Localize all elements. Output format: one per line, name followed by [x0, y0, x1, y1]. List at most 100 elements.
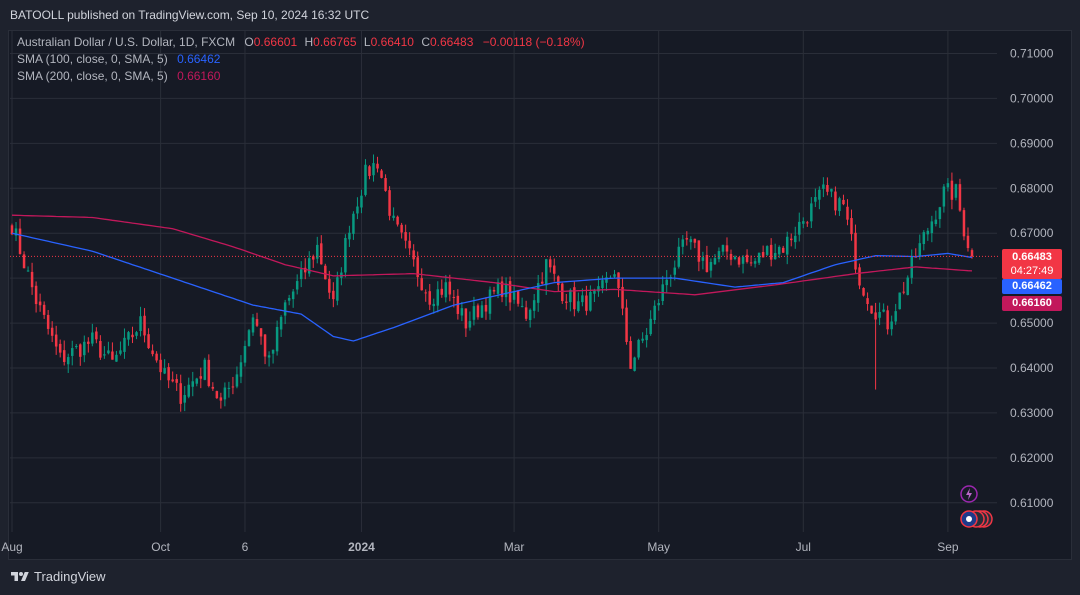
- candle-body: [22, 254, 26, 269]
- candle-body: [223, 387, 227, 400]
- candle-body: [328, 278, 331, 293]
- candle-body: [111, 351, 114, 360]
- candle-body: [275, 326, 279, 352]
- lightning-event-icon: [960, 485, 978, 503]
- candle-body: [761, 252, 765, 258]
- candle-body: [175, 379, 178, 383]
- candle-body: [211, 386, 215, 389]
- candle-body: [38, 301, 42, 306]
- candle-body: [557, 276, 560, 285]
- candle-body: [966, 235, 970, 249]
- candle-body: [18, 228, 22, 254]
- candle-body: [91, 332, 94, 344]
- candle-body: [938, 207, 942, 220]
- candle-body: [348, 232, 351, 240]
- sma100-line: [11, 232, 973, 342]
- candle-body: [14, 228, 18, 236]
- candle-body: [781, 247, 785, 253]
- sma200-row[interactable]: SMA (200, close, 0, SMA, 5) 0.66160: [17, 68, 585, 85]
- candle-body: [187, 384, 190, 397]
- candle-body: [10, 225, 14, 235]
- candle-body: [954, 184, 958, 198]
- candle-body: [637, 339, 640, 358]
- candle-body: [765, 246, 769, 255]
- candle-body: [203, 359, 207, 380]
- candle-body: [171, 379, 174, 382]
- sma100-label: SMA (100, close, 0, SMA, 5): [17, 52, 168, 66]
- candle-body: [745, 254, 749, 262]
- candle-body: [601, 280, 604, 289]
- candle-body: [299, 269, 303, 280]
- candle-body: [360, 195, 363, 208]
- candle-body: [179, 383, 182, 404]
- candle-body: [532, 300, 536, 311]
- candle-body: [500, 281, 504, 297]
- candle-body: [496, 282, 500, 294]
- candle-body: [649, 318, 652, 335]
- candle-body: [384, 178, 387, 191]
- candle-body: [589, 291, 592, 311]
- candle-body: [717, 251, 721, 260]
- y-tick-label: 0.61000: [1010, 496, 1054, 510]
- candle-body: [492, 289, 496, 292]
- candle-body: [898, 292, 901, 310]
- candle-body: [520, 305, 524, 307]
- candle-body: [757, 252, 761, 263]
- candle-body: [854, 232, 857, 270]
- x-tick-label: Oct: [151, 540, 170, 554]
- candle-body: [561, 283, 564, 302]
- candle-body: [681, 239, 685, 247]
- open-value: 0.66601: [253, 35, 298, 49]
- candle-body: [107, 350, 110, 354]
- candle-body: [958, 184, 962, 211]
- candle-body: [199, 376, 203, 379]
- tradingview-brand[interactable]: TradingView: [10, 569, 106, 584]
- candle-body: [66, 357, 70, 365]
- candle-body: [259, 328, 263, 337]
- candle-body: [605, 277, 608, 283]
- candle-body: [159, 359, 162, 373]
- candle-body: [424, 292, 427, 294]
- candle-body: [336, 277, 339, 301]
- candle-body: [581, 295, 584, 303]
- candle-body: [167, 367, 170, 381]
- y-tick-label: 0.62000: [1010, 451, 1054, 465]
- candle-body: [215, 391, 219, 399]
- candle-body: [251, 317, 255, 333]
- candle-body: [553, 265, 556, 274]
- candle-body: [163, 368, 166, 374]
- candle-body: [62, 350, 66, 362]
- y-tick-label: 0.63000: [1010, 406, 1054, 420]
- candle-body: [440, 288, 444, 295]
- candle-body: [524, 307, 528, 319]
- candle-body: [243, 346, 247, 363]
- candle-body: [324, 265, 327, 280]
- candle-body: [942, 186, 946, 207]
- candle-body: [512, 291, 516, 300]
- candle-body: [737, 257, 741, 265]
- candle-body: [733, 256, 737, 260]
- candle-body: [528, 309, 532, 321]
- chart-frame[interactable]: [8, 30, 1072, 560]
- candle-body: [239, 362, 243, 377]
- candle-body: [894, 311, 897, 322]
- brand-name: TradingView: [34, 569, 106, 584]
- sma100-legend-value: 0.66462: [177, 52, 221, 66]
- candle-body: [115, 354, 118, 362]
- sma100-row[interactable]: SMA (100, close, 0, SMA, 5) 0.66462: [17, 51, 585, 68]
- candle-body: [235, 374, 239, 387]
- candle-body: [436, 289, 440, 306]
- sma200-line: [11, 214, 973, 296]
- candle-body: [50, 327, 54, 336]
- candle-body: [127, 332, 130, 340]
- candle-body: [665, 279, 668, 286]
- candle-body: [247, 330, 251, 347]
- candle-body: [231, 386, 235, 388]
- candle-body: [344, 237, 347, 273]
- candle-body: [155, 353, 158, 361]
- sma200-legend-value: 0.66160: [177, 69, 221, 83]
- candle-body: [139, 316, 142, 332]
- candle-body: [58, 343, 62, 353]
- candle-body: [34, 285, 38, 305]
